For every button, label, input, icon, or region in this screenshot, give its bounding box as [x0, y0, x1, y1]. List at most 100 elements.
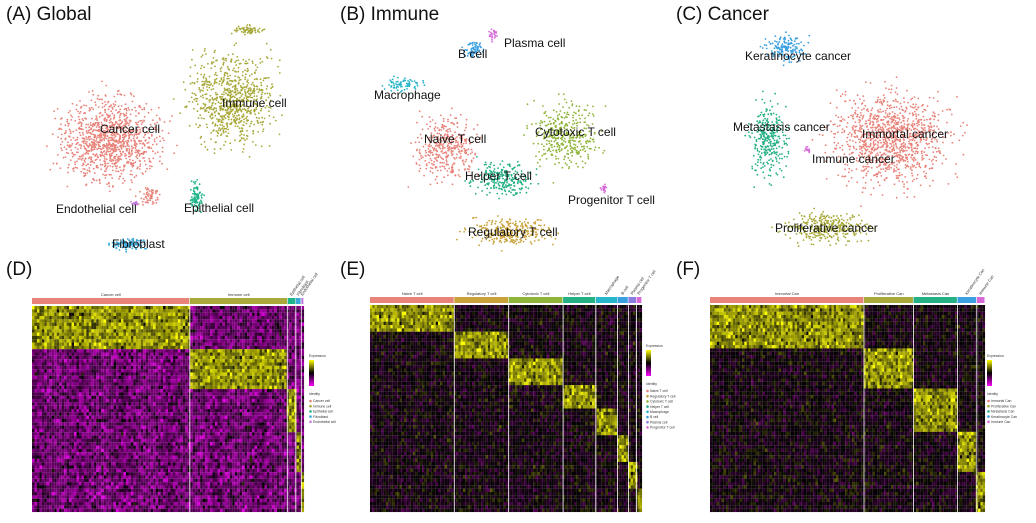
scatter-point — [764, 151, 766, 154]
scatter-point — [217, 129, 220, 132]
scatter-point — [113, 105, 116, 108]
scatter-point — [527, 222, 530, 224]
scatter-point — [539, 158, 541, 161]
scatter-point — [443, 146, 446, 149]
scatter-point — [138, 168, 141, 170]
scatter-point — [491, 221, 493, 224]
scatter-point — [874, 143, 877, 146]
scatter-point — [221, 80, 224, 82]
scatter-point — [68, 145, 70, 148]
scatter-point — [770, 163, 773, 166]
scatter-point — [77, 115, 80, 118]
scatter-point — [268, 110, 270, 113]
scatter-point — [110, 136, 112, 139]
scatter-point — [249, 29, 252, 32]
scatter-point — [896, 93, 899, 96]
scatter-point — [888, 115, 890, 118]
scatter-point — [210, 67, 213, 69]
scatter-point — [439, 169, 442, 172]
scatter-point — [552, 118, 555, 120]
scatter-point — [72, 168, 74, 170]
scatter-point — [152, 189, 155, 192]
scatter-point — [416, 136, 419, 139]
scatter-point — [97, 147, 100, 150]
scatter-point — [204, 48, 206, 50]
scatter-point — [778, 162, 780, 164]
scatter-point — [549, 116, 552, 119]
scatter-point — [241, 27, 244, 29]
scatter-point — [256, 30, 259, 33]
scatter-point — [155, 143, 158, 146]
scatter-point — [787, 150, 790, 153]
scatter-point — [212, 101, 215, 104]
scatter-point — [895, 170, 897, 172]
scatter-point — [191, 92, 194, 95]
scatter-point — [774, 44, 777, 47]
scatter-point — [251, 92, 253, 95]
scatter-point — [875, 121, 878, 123]
scatter-point — [883, 97, 886, 99]
scatter-point — [88, 169, 91, 172]
scatter-point — [744, 134, 747, 137]
scatter-point — [545, 143, 548, 146]
panel-b-cluster-label-plasma: Plasma cell — [504, 36, 565, 50]
scatter-point — [921, 110, 924, 113]
scatter-point — [434, 167, 437, 169]
scatter-point — [145, 151, 148, 153]
scatter-point — [873, 117, 876, 120]
scatter-point — [467, 165, 470, 167]
scatter-point — [843, 131, 846, 133]
scatter-point — [765, 108, 768, 110]
scatter-point — [581, 145, 583, 148]
scatter-point — [113, 116, 116, 118]
scatter-point — [173, 152, 176, 155]
scatter-point — [150, 108, 153, 111]
scatter-point — [237, 70, 240, 73]
scatter-point — [207, 84, 210, 86]
scatter-point — [136, 157, 139, 160]
scatter-point — [241, 129, 244, 132]
scatter-point — [882, 110, 884, 113]
scatter-point — [120, 172, 123, 175]
scatter-point — [775, 117, 778, 120]
scatter-point — [928, 96, 931, 99]
scatter-point — [112, 117, 115, 120]
scatter-point — [534, 221, 537, 223]
scatter-point — [563, 140, 565, 142]
scatter-point — [86, 169, 89, 172]
scatter-point — [105, 146, 108, 149]
scatter-point — [141, 127, 144, 129]
scatter-point — [66, 185, 69, 188]
scatter-point — [122, 140, 125, 143]
scatter-point — [226, 126, 229, 128]
scatter-point — [561, 116, 564, 119]
scatter-point — [169, 120, 172, 122]
scatter-point — [210, 138, 212, 141]
panel-b-cluster-label-macrophage: Macrophage — [374, 88, 441, 102]
scatter-point — [235, 59, 238, 62]
scatter-point — [760, 157, 763, 159]
scatter-point — [452, 150, 454, 153]
scatter-point — [476, 124, 479, 126]
scatter-point — [910, 146, 913, 149]
scatter-point — [202, 87, 205, 89]
scatter-point — [772, 144, 775, 147]
scatter-point — [193, 191, 196, 193]
scatter-point — [592, 105, 594, 108]
scatter-point — [923, 151, 926, 154]
scatter-point — [486, 187, 488, 190]
scatter-point — [427, 147, 430, 150]
scatter-point — [96, 117, 98, 119]
scatter-point — [102, 137, 105, 140]
scatter-point — [246, 91, 249, 94]
scatter-point — [206, 148, 209, 151]
scatter-point — [236, 125, 239, 128]
scatter-point — [255, 116, 258, 119]
scatter-point — [512, 239, 515, 242]
scatter-point — [557, 157, 560, 160]
scatter-point — [110, 149, 113, 151]
scatter-point — [405, 82, 408, 85]
scatter-point — [256, 120, 259, 123]
scatter-point — [225, 59, 228, 62]
scatter-point — [891, 111, 894, 113]
